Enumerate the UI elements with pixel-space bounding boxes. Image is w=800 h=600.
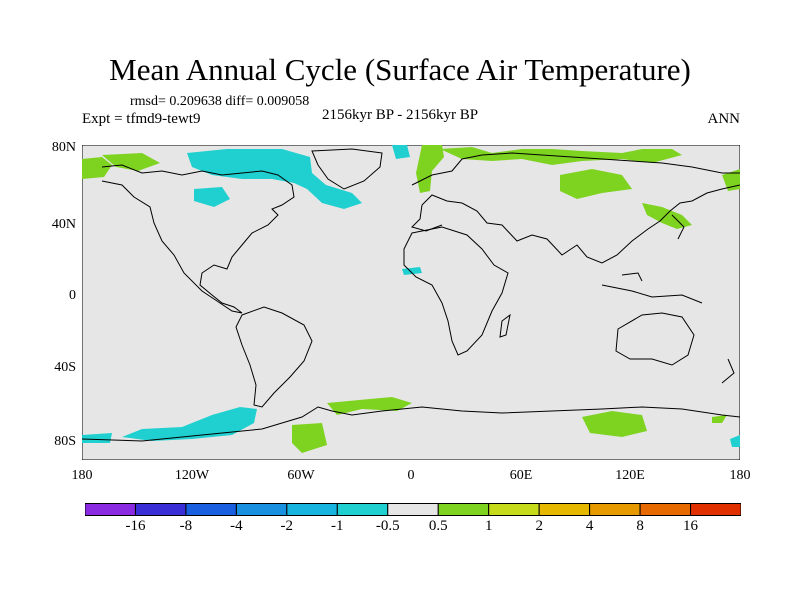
coast-new-zealand <box>721 358 735 384</box>
colorbar-label: 8 <box>636 518 644 534</box>
anomaly-warm-antarctic-east <box>712 415 727 423</box>
colorbar-box-6 <box>387 503 439 516</box>
coast-indonesia <box>601 272 703 304</box>
colorbar-box-7 <box>437 503 490 516</box>
lon-tick-180e: 180 <box>729 468 751 483</box>
colorbar-box-2 <box>185 503 237 516</box>
coast-south-america <box>235 306 313 408</box>
lat-tick-0: 0 <box>69 288 76 303</box>
rmsd-diff-stats: rmsd= 0.209638 diff= 0.009058 <box>130 94 310 109</box>
colorbar-box-4 <box>286 503 338 516</box>
colorbar <box>85 503 741 516</box>
colorbar-label: -8 <box>179 518 193 534</box>
coast-antarctica <box>82 406 740 442</box>
lat-tick-80s: 80S <box>54 434 76 449</box>
anomaly-warm-bering <box>102 153 160 171</box>
experiment-label: Expt = tfmd9-tewt9 <box>82 111 201 127</box>
world-map <box>82 145 740 460</box>
colorbar-box-3 <box>235 503 288 516</box>
anomaly-cool-atlantic-small <box>402 267 422 275</box>
anomaly-warm-antarctic-indian <box>582 411 647 437</box>
lon-tick-180w: 180 <box>71 468 93 483</box>
anomaly-cool-west-antarctic <box>82 433 112 443</box>
colorbar-box-1 <box>134 503 187 516</box>
coast-australia <box>615 312 695 366</box>
coast-north-america <box>101 164 295 314</box>
period-label: 2156kyr BP - 2156kyr BP <box>322 107 479 123</box>
coastlines <box>82 148 740 442</box>
anomaly-cool-hudson <box>194 187 230 207</box>
colorbar-label: 2 <box>535 518 543 534</box>
anomaly-cool-greenland-sea <box>392 145 410 159</box>
colorbar-box-12 <box>690 503 741 516</box>
anomaly-warm-siberia <box>560 169 632 199</box>
anomaly-cool-canada <box>187 149 362 209</box>
coast-japan <box>671 214 685 240</box>
coast-africa <box>403 226 509 356</box>
colorbar-label: 1 <box>484 518 493 534</box>
colorbar-box-10 <box>589 503 641 516</box>
lon-tick-120e: 120E <box>615 468 645 483</box>
lat-tick-80n: 80N <box>51 140 76 155</box>
colorbar-label: 16 <box>683 518 698 534</box>
chart-title: Mean Annual Cycle (Surface Air Temperatu… <box>109 52 691 87</box>
anomaly-cool-east-antarctic <box>730 435 740 447</box>
anomaly-warm-antarctic-atlantic <box>292 423 327 453</box>
colorbar-label: -1 <box>331 518 344 534</box>
lon-tick-60e: 60E <box>509 468 533 483</box>
colorbar-box-5 <box>336 503 389 516</box>
lon-tick-60w: 60W <box>287 468 315 483</box>
colorbar-box-8 <box>488 503 540 516</box>
map-background <box>82 145 740 460</box>
colorbar-box-9 <box>538 503 591 516</box>
lat-tick-40n: 40N <box>51 217 76 232</box>
colorbar-box-0 <box>85 503 136 516</box>
anomaly-warm-alaska <box>82 157 112 179</box>
lon-tick-0: 0 <box>407 468 415 483</box>
colorbar-label: -4 <box>230 518 243 534</box>
colorbar-label: -0.5 <box>375 518 400 534</box>
coast-madagascar <box>499 313 511 338</box>
lon-tick-120w: 120W <box>174 468 210 483</box>
coast-greenland <box>311 148 383 190</box>
anomaly-warm-scandinavia <box>416 145 444 193</box>
colorbar-label: 0.5 <box>428 518 448 534</box>
season-label: ANN <box>707 111 741 127</box>
colorbar-label: -2 <box>280 518 294 534</box>
colorbar-label: 4 <box>585 518 594 534</box>
lat-tick-40s: 40S <box>54 360 76 375</box>
colorbar-box-11 <box>639 503 692 516</box>
colorbar-label: -16 <box>125 518 146 534</box>
